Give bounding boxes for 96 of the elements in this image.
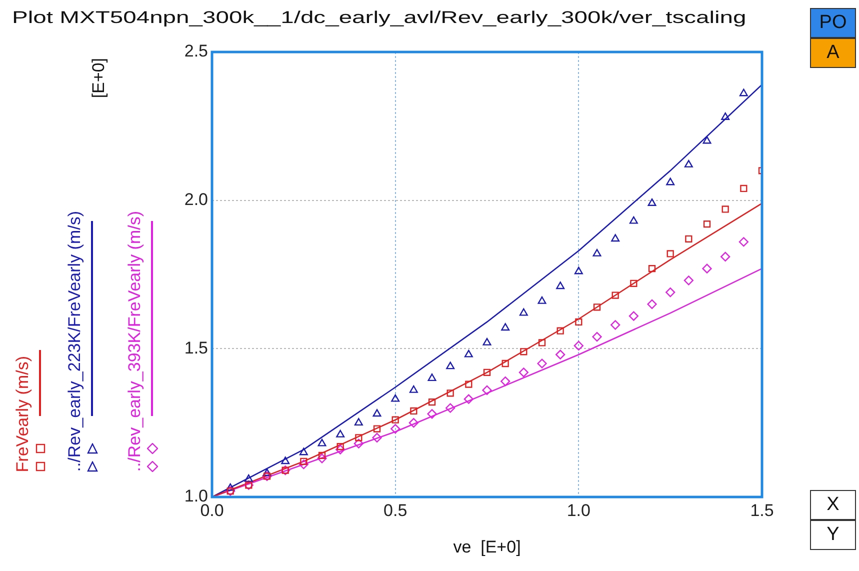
point (629, 216, 638, 224)
point (318, 438, 326, 446)
point (502, 360, 509, 368)
text: X (810, 490, 856, 520)
point (740, 184, 748, 192)
point (648, 198, 656, 206)
point (630, 280, 638, 287)
y-axis-title: [E+0] (89, 58, 108, 98)
point (574, 340, 584, 350)
point (684, 276, 694, 286)
point (226, 483, 235, 491)
point (520, 348, 528, 356)
point (391, 394, 400, 402)
point (408, 418, 418, 428)
point (501, 323, 510, 331)
point (721, 112, 730, 120)
point (648, 264, 656, 272)
x-tick-label: 0.5 (384, 500, 408, 520)
point (500, 376, 510, 386)
text: A (810, 38, 856, 68)
point (262, 468, 272, 476)
point (684, 160, 693, 168)
point (702, 264, 712, 274)
point (556, 282, 565, 290)
chart-title: Plot MXT504npn_300k__1/dc_early_avl/Rev_early_300k/ver_tscaling (12, 8, 746, 28)
point (410, 407, 418, 415)
point (336, 444, 346, 454)
point (446, 390, 454, 397)
point (336, 442, 344, 450)
point (666, 178, 675, 186)
point (592, 332, 602, 342)
point (538, 339, 546, 346)
point (611, 234, 620, 242)
x-tick-label: 0.0 (200, 500, 224, 520)
x-axis-title: ve [E+0] (453, 538, 521, 557)
y-tick-label: 2.5 (184, 42, 208, 61)
point (647, 299, 657, 309)
point (464, 394, 474, 404)
point (281, 456, 290, 464)
x-tick-label: 1.0 (566, 500, 590, 520)
point (556, 327, 564, 334)
y-tick-label: 1.5 (184, 338, 208, 358)
point (465, 380, 472, 388)
point (317, 454, 327, 464)
point (392, 416, 399, 424)
point (593, 304, 601, 311)
point (537, 358, 547, 368)
point (372, 432, 382, 442)
point (318, 452, 326, 460)
point (427, 409, 437, 419)
point (628, 311, 638, 321)
point (299, 448, 308, 456)
point (702, 136, 712, 144)
point (720, 252, 730, 262)
point (482, 338, 492, 346)
point (739, 88, 748, 96)
point (538, 296, 546, 304)
point (610, 320, 620, 330)
text: ../Rev_early_393K/FreVearly (m/s) (125, 211, 144, 472)
point (685, 235, 692, 242)
point (373, 425, 381, 432)
text: Y (810, 520, 856, 550)
y-tick-label: 2.0 (184, 190, 208, 210)
point (575, 318, 582, 326)
point (446, 403, 456, 413)
point (483, 368, 491, 376)
text: FreVearly (m/s) (13, 356, 32, 472)
point (428, 398, 436, 406)
point (556, 350, 566, 360)
text: PO (810, 8, 856, 38)
point (354, 438, 364, 448)
point (482, 385, 492, 395)
x-tick-label: 1.5 (750, 500, 774, 520)
point (703, 220, 711, 228)
text: ../Rev_early_223K/FreVearly (m/s) (65, 211, 84, 472)
point (298, 460, 308, 470)
point (409, 385, 418, 393)
point (574, 266, 583, 274)
point (300, 458, 308, 465)
point (518, 368, 528, 378)
point (592, 248, 602, 256)
point (355, 434, 362, 442)
point (336, 430, 345, 438)
point (612, 292, 619, 299)
point (738, 237, 748, 247)
point (519, 308, 528, 316)
point (722, 206, 729, 213)
point (446, 362, 455, 370)
point (244, 474, 253, 482)
point (428, 374, 436, 382)
point (354, 418, 363, 426)
point (464, 350, 473, 358)
point (390, 424, 400, 434)
point (372, 409, 382, 417)
point (666, 288, 676, 298)
point (666, 250, 674, 258)
